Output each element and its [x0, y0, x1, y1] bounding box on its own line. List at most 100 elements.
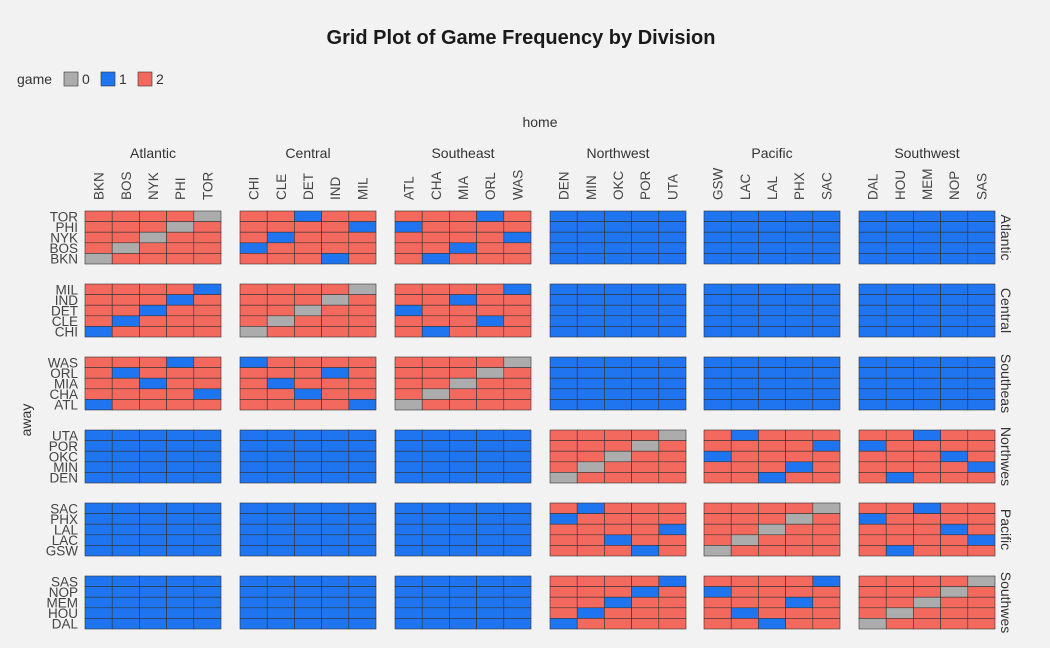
heatmap-cell — [348, 242, 377, 254]
heatmap-cell — [858, 545, 887, 557]
heatmap-cell — [266, 523, 295, 536]
heatmap-cell — [449, 294, 477, 306]
heatmap-cell — [193, 294, 222, 306]
heatmap-cell — [239, 618, 268, 630]
heatmap-cell — [476, 450, 505, 463]
x-tick-label: UTA — [665, 174, 680, 200]
legend-swatch-0 — [63, 71, 79, 87]
heatmap-cell — [940, 326, 969, 338]
heatmap-cell — [476, 472, 505, 484]
heatmap-cell — [940, 367, 969, 379]
heatmap-cell — [549, 429, 578, 441]
heatmap-cell — [394, 534, 423, 546]
heatmap-cell — [858, 502, 887, 514]
heatmap-cell — [658, 607, 687, 619]
heatmap-cell — [193, 367, 222, 379]
heatmap-cell — [913, 221, 941, 233]
heatmap-cell — [348, 523, 377, 536]
heatmap-cell — [503, 356, 532, 368]
heatmap-cell — [476, 377, 505, 390]
heatmap-cell — [394, 294, 423, 306]
heatmap-cell — [730, 221, 759, 233]
heatmap-cell — [476, 461, 505, 473]
heatmap-cell — [703, 545, 732, 557]
heatmap-cell — [940, 356, 969, 368]
heatmap-cell — [449, 596, 477, 609]
heatmap-cell — [348, 283, 377, 295]
heatmap-cell — [266, 304, 295, 317]
heatmap-cell — [576, 472, 605, 484]
heatmap-cell — [758, 242, 786, 254]
heatmap-cell — [940, 450, 969, 463]
heatmap-cell — [576, 294, 605, 306]
heatmap-cell — [576, 283, 605, 295]
heatmap-cell — [967, 253, 996, 265]
heatmap-cell — [421, 429, 450, 441]
heatmap-cell — [139, 534, 167, 546]
heatmap-cell — [730, 440, 759, 452]
heatmap-cell — [239, 253, 268, 265]
heatmap-cell — [348, 377, 377, 390]
x-tick-label: CHI — [247, 177, 262, 200]
y-tick-label: UTA — [52, 428, 78, 443]
heatmap-cell — [858, 596, 887, 609]
heatmap-cell — [294, 242, 322, 254]
heatmap-cell — [703, 304, 732, 317]
heatmap-cell — [139, 586, 167, 598]
heatmap-cell — [549, 377, 578, 390]
heatmap-cell — [940, 607, 969, 619]
heatmap-cell — [166, 315, 195, 327]
heatmap-cell — [266, 440, 295, 452]
heatmap-cell — [658, 596, 687, 609]
heatmap-cell — [321, 502, 350, 514]
heatmap-cell — [111, 461, 140, 473]
heatmap-cell — [321, 513, 350, 525]
heatmap-cell — [885, 304, 914, 317]
heatmap-cell — [321, 545, 350, 557]
heatmap-cell — [111, 607, 140, 619]
heatmap-cell — [84, 596, 113, 609]
heatmap-cell — [193, 210, 222, 222]
heatmap-cell — [858, 472, 887, 484]
heatmap-cell — [321, 210, 350, 222]
heatmap-cell — [658, 210, 687, 222]
heatmap-cell — [111, 388, 140, 400]
x-tick-label: TOR — [200, 171, 215, 200]
heatmap-cell — [858, 294, 887, 306]
heatmap-cell — [321, 461, 350, 473]
heatmap-cell — [84, 221, 113, 233]
heatmap-cell — [758, 399, 786, 411]
heatmap-cell — [885, 545, 914, 557]
heatmap-cell — [193, 377, 222, 390]
heatmap-cell — [967, 472, 996, 484]
heatmap-cell — [549, 450, 578, 463]
heatmap-cell — [139, 283, 167, 295]
heatmap-cell — [576, 596, 605, 609]
heatmap-cell — [812, 513, 841, 525]
heatmap-cell — [576, 618, 605, 630]
y-tick-label: TOR — [50, 209, 79, 224]
heatmap-cell — [394, 304, 423, 317]
heatmap-cell — [449, 253, 477, 265]
heatmap-cell — [549, 575, 578, 587]
heatmap-cell — [858, 210, 887, 222]
heatmap-cell — [913, 450, 941, 463]
heatmap-cell — [394, 231, 423, 244]
y-tick-label: CLE — [52, 314, 78, 329]
heatmap-cell — [576, 231, 605, 244]
heatmap-cell — [294, 502, 322, 514]
heatmap-cell — [139, 523, 167, 536]
heatmap-cell — [348, 367, 377, 379]
heatmap-cell — [348, 253, 377, 265]
heatmap-cell — [858, 450, 887, 463]
heatmap-cell — [294, 440, 322, 452]
heatmap-cell — [885, 534, 914, 546]
heatmap-cell — [730, 472, 759, 484]
heatmap-cell — [348, 399, 377, 411]
y-tick-label: DEN — [49, 471, 78, 486]
heatmap-cell — [84, 429, 113, 441]
heatmap-cell — [84, 440, 113, 452]
heatmap-cell — [321, 596, 350, 609]
heatmap-cell — [503, 377, 532, 390]
heatmap-cell — [631, 513, 660, 525]
